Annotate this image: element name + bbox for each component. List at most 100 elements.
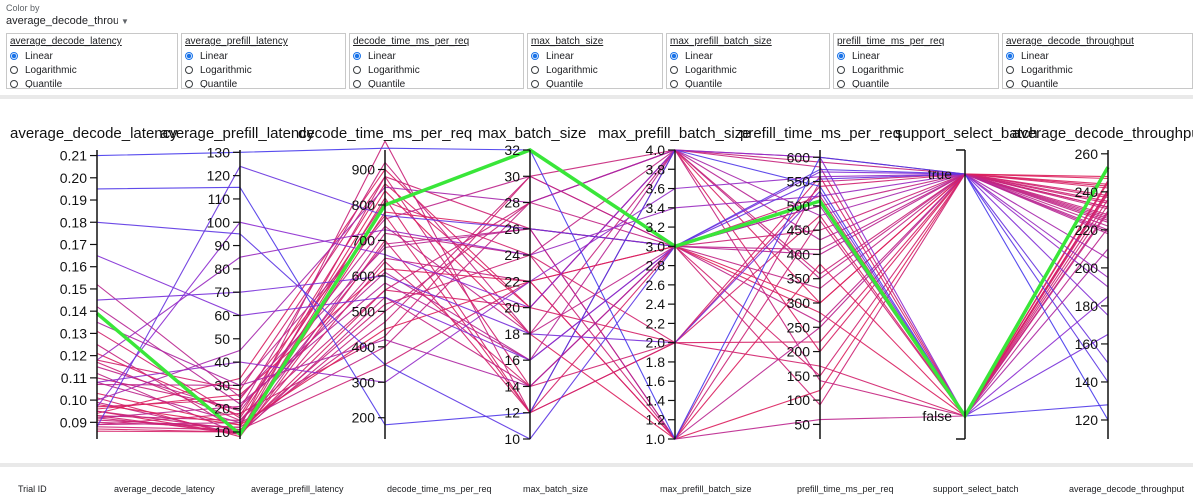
scale-option-quantile[interactable]: Quantile bbox=[1006, 77, 1189, 88]
trial-line[interactable] bbox=[96, 173, 1109, 440]
radio-button-icon[interactable] bbox=[353, 66, 361, 74]
trial-line[interactable] bbox=[96, 147, 1109, 441]
scale-option-logarithmic[interactable]: Logarithmic bbox=[1006, 63, 1189, 77]
trial-line[interactable] bbox=[96, 149, 1109, 428]
radio-button-icon[interactable] bbox=[670, 52, 678, 60]
color-by-select[interactable]: average_decode_throughput ▼ bbox=[6, 15, 129, 27]
table-header-cell[interactable]: max_batch_size bbox=[523, 484, 589, 494]
scale-option-label: Logarithmic bbox=[25, 64, 77, 76]
scale-option-logarithmic[interactable]: Logarithmic bbox=[670, 63, 826, 77]
scale-option-quantile[interactable]: Quantile bbox=[10, 77, 174, 88]
radio-button-icon[interactable] bbox=[185, 80, 193, 88]
radio-button-icon[interactable] bbox=[10, 52, 18, 60]
radio-button-icon[interactable] bbox=[10, 66, 18, 74]
scale-option-quantile[interactable]: Quantile bbox=[531, 77, 659, 88]
trial-line[interactable] bbox=[96, 173, 1109, 386]
scale-option-logarithmic[interactable]: Logarithmic bbox=[185, 63, 342, 77]
axis-max_batch_size[interactable]: max_batch_size 10 12 14 16 18 20 22 24 26 28 30 32 bbox=[478, 125, 586, 447]
trial-line[interactable] bbox=[96, 168, 1109, 440]
radio-button-icon[interactable] bbox=[185, 52, 193, 60]
radio-button-icon[interactable] bbox=[185, 66, 193, 74]
table-header-cell[interactable]: Trial ID bbox=[18, 484, 47, 494]
trial-line[interactable] bbox=[96, 149, 1109, 401]
radio-button-icon[interactable] bbox=[837, 80, 845, 88]
radio-button-icon[interactable] bbox=[837, 66, 845, 74]
highlighted-trial-line[interactable] bbox=[95, 148, 1110, 437]
axis-average_decode_throughput[interactable]: average_decode_throughput 120 140 160 180 200… bbox=[1012, 125, 1193, 439]
trial-line[interactable] bbox=[96, 173, 1109, 383]
axis-prefill_time_ms_per_req[interactable]: prefill_time_ms_per_req 50 100 150 200 250 300… bbox=[740, 125, 901, 439]
scale-option-linear[interactable]: Linear bbox=[353, 49, 520, 63]
scale-option-linear[interactable]: Linear bbox=[10, 49, 174, 63]
scale-option-logarithmic[interactable]: Logarithmic bbox=[10, 63, 174, 77]
radio-button-icon[interactable] bbox=[531, 52, 539, 60]
scale-option-linear[interactable]: Linear bbox=[531, 49, 659, 63]
radio-button-icon[interactable] bbox=[353, 52, 361, 60]
radio-button-icon[interactable] bbox=[670, 66, 678, 74]
table-header-cell[interactable]: decode_time_ms_per_req bbox=[387, 484, 492, 494]
parallel-coordinates-chart[interactable]: average_decode_latency 0.09 0.10 0.11 0.12 0.… bbox=[0, 100, 1193, 460]
tick-label: 90 bbox=[214, 238, 230, 254]
trial-line[interactable] bbox=[96, 173, 1109, 419]
trial-line[interactable] bbox=[96, 149, 1109, 435]
scale-option-quantile[interactable]: Quantile bbox=[670, 77, 826, 88]
radio-button-icon[interactable] bbox=[10, 80, 18, 88]
radio-button-icon[interactable] bbox=[1006, 52, 1014, 60]
tick-label: 3.8 bbox=[646, 161, 666, 177]
radio-button-icon[interactable] bbox=[837, 52, 845, 60]
trial-line[interactable] bbox=[96, 180, 1109, 440]
trial-line[interactable] bbox=[96, 149, 1109, 417]
table-header-cell[interactable]: average_decode_latency bbox=[114, 484, 215, 494]
tick-label: 32 bbox=[504, 142, 520, 158]
trial-line[interactable] bbox=[96, 165, 1109, 428]
trial-line[interactable] bbox=[96, 173, 1109, 435]
radio-button-icon[interactable] bbox=[670, 80, 678, 88]
axis-max_prefill_batch_size[interactable]: max_prefill_batch_size 1.0 1.2 1.4 1.6 1.8 2.0… bbox=[598, 125, 751, 447]
trial-line[interactable] bbox=[96, 175, 1109, 438]
trial-line[interactable] bbox=[96, 189, 1109, 433]
radio-button-icon[interactable] bbox=[1006, 66, 1014, 74]
tick-label: 18 bbox=[504, 326, 520, 342]
trial-line[interactable] bbox=[96, 173, 1109, 426]
tick-label: true bbox=[928, 166, 952, 182]
tick-label: false bbox=[922, 408, 952, 424]
trial-line[interactable] bbox=[96, 173, 1109, 412]
scale-option-logarithmic[interactable]: Logarithmic bbox=[531, 63, 659, 77]
trial-line[interactable] bbox=[96, 173, 1109, 426]
trial-line[interactable] bbox=[96, 173, 1109, 431]
scale-option-linear[interactable]: Linear bbox=[670, 49, 826, 63]
table-header-cell[interactable]: support_select_batch bbox=[933, 484, 1019, 494]
scale-option-linear[interactable]: Linear bbox=[837, 49, 995, 63]
scale-option-quantile[interactable]: Quantile bbox=[837, 77, 995, 88]
table-header-cell[interactable]: max_prefill_batch_size bbox=[660, 484, 752, 494]
scale-option-linear[interactable]: Linear bbox=[185, 49, 342, 63]
scale-option-logarithmic[interactable]: Logarithmic bbox=[353, 63, 520, 77]
tick-label: 2.2 bbox=[646, 315, 666, 331]
color-by-label: Color by bbox=[6, 3, 40, 13]
trial-line[interactable] bbox=[96, 173, 1109, 361]
table-header-cell[interactable]: average_prefill_latency bbox=[251, 484, 344, 494]
table-header-cell[interactable]: average_decode_throughput bbox=[1069, 484, 1185, 494]
trial-line[interactable] bbox=[96, 173, 1109, 440]
tick-label: 0.20 bbox=[60, 170, 87, 186]
table-header-cell[interactable]: prefill_time_ms_per_req bbox=[797, 484, 894, 494]
radio-button-icon[interactable] bbox=[531, 66, 539, 74]
trial-line[interactable] bbox=[96, 193, 1109, 419]
axis-average_prefill_latency[interactable]: average_prefill_latency 10 20 30 40 50 60 70 80 9… bbox=[160, 125, 315, 440]
scale-option-logarithmic[interactable]: Logarithmic bbox=[837, 63, 995, 77]
radio-button-icon[interactable] bbox=[353, 80, 361, 88]
scale-option-linear[interactable]: Linear bbox=[1006, 49, 1189, 63]
trial-line[interactable] bbox=[96, 173, 1109, 435]
trial-line[interactable] bbox=[96, 149, 1109, 422]
trial-line[interactable] bbox=[96, 189, 1109, 433]
radio-button-icon[interactable] bbox=[1006, 80, 1014, 88]
axis-decode_time_ms_per_req[interactable]: decode_time_ms_per_req 200 300 400 500 600 700… bbox=[298, 125, 472, 439]
trial-line[interactable] bbox=[96, 149, 1109, 426]
color-by-control: Color by average_decode_throughput ▼ bbox=[6, 3, 129, 27]
radio-button-icon[interactable] bbox=[531, 80, 539, 88]
scale-option-quantile[interactable]: Quantile bbox=[185, 77, 342, 88]
scale-option-quantile[interactable]: Quantile bbox=[353, 77, 520, 88]
trial-line[interactable] bbox=[96, 149, 1109, 405]
axis-average_decode_latency[interactable]: average_decode_latency 0.09 0.10 0.11 0.12 0.… bbox=[10, 125, 178, 439]
